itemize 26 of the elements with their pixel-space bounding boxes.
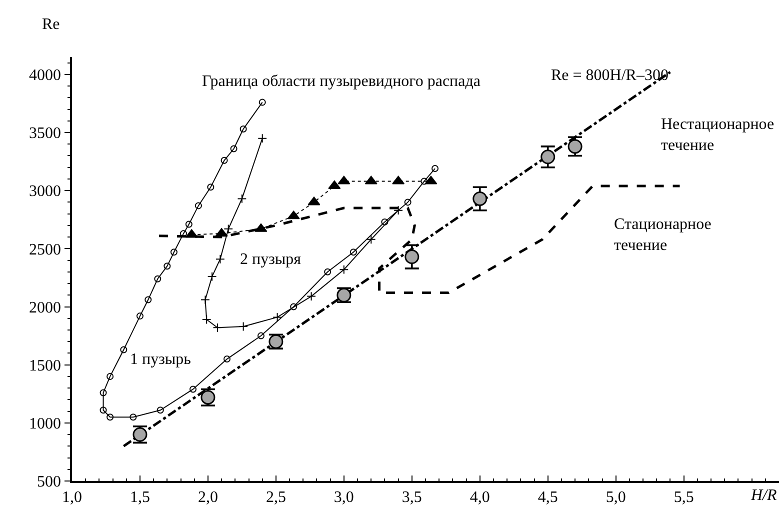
- x-tick-label: 3,5: [402, 488, 422, 506]
- y-tick-label: 500: [37, 474, 62, 491]
- y-tick-label: 3500: [29, 125, 62, 142]
- x-tick-label: 1,0: [62, 488, 82, 506]
- y-tick-label: 1500: [29, 357, 62, 374]
- y-axis-title: Re: [42, 16, 60, 33]
- x-tick-label: 2,0: [198, 488, 218, 506]
- x-tick-label: 3,0: [334, 488, 354, 506]
- annotation: Нестационарное течение: [661, 116, 774, 154]
- x-tick-label: 1,5: [130, 488, 150, 506]
- x-tick-label: 2,5: [266, 488, 286, 506]
- y-tick-label: 2000: [29, 299, 62, 316]
- y-tick-label: 3000: [29, 183, 62, 200]
- annotation: Re = 800H/R–300: [551, 67, 668, 84]
- y-tick-label: 2500: [29, 241, 62, 258]
- y-tick-label: 1000: [29, 416, 62, 433]
- annotation: Граница области пузыревидного распада: [202, 73, 480, 90]
- annotation: 1 пузырь: [130, 351, 191, 368]
- annotation: 2 пузыря: [240, 251, 302, 268]
- x-tick-label: 5,0: [606, 488, 626, 506]
- x-tick-label: 5,5: [674, 488, 694, 506]
- x-axis-title: H/R: [750, 487, 777, 504]
- annotation: Стационарное течение: [614, 216, 712, 254]
- x-tick-label: 4,0: [470, 488, 490, 506]
- x-tick-label: 4,5: [538, 488, 558, 506]
- y-tick-label: 4000: [29, 67, 62, 84]
